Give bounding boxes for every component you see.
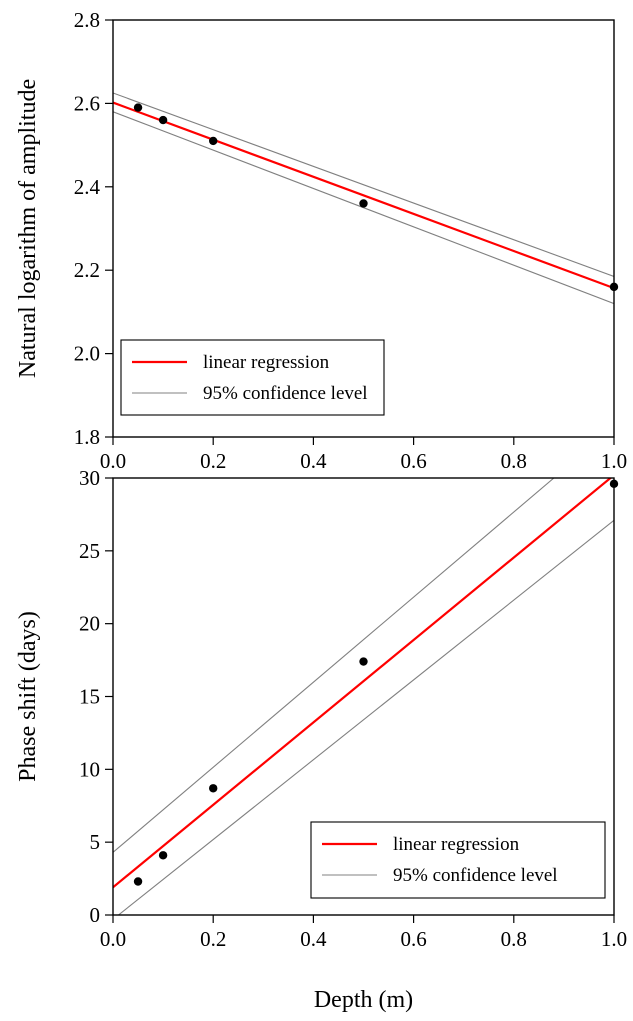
y-tick-label: 5 [90, 830, 101, 854]
y-tick-label: 2.8 [74, 8, 100, 32]
y-tick-label: 1.8 [74, 425, 100, 449]
regression-line [113, 478, 613, 889]
data-point [133, 103, 143, 112]
legend-box [120, 339, 385, 416]
data-point [209, 136, 218, 146]
legend-label: linear regression [203, 352, 330, 373]
x-tick-label: 0.4 [300, 449, 327, 473]
regression-line [113, 101, 614, 290]
data-point [209, 784, 218, 793]
data-point [359, 199, 368, 208]
amplitude-panel: 0.0 0.2 0.4 0.6 0.8 1.0 1.8 2.0 2.2 2.4 2.6 2.8 Natu… [15, 8, 627, 473]
x-tick-label: 1.0 [601, 449, 627, 473]
legend-label: 95% confidence level [393, 865, 558, 886]
x-tick-label: 0.8 [501, 927, 527, 951]
data-point [158, 851, 168, 860]
legend-label: linear regression [393, 834, 520, 855]
y-tick-label: 10 [79, 757, 100, 781]
x-tick-label: 0.0 [100, 927, 126, 951]
confidence-line-upper [113, 478, 555, 853]
y-tick-label: 2.4 [74, 175, 101, 199]
y-tick-label: 30 [79, 466, 100, 490]
plot-frame [112, 19, 615, 438]
data-point [158, 115, 168, 125]
confidence-line-lower [117, 519, 614, 915]
x-tick-label: 0.6 [400, 449, 426, 473]
x-tick-label: 0.8 [501, 449, 527, 473]
y-tick-label: 2.0 [74, 342, 100, 366]
y-axis-title: Phase shift (days) [15, 611, 41, 782]
y-tick-label: 0 [90, 903, 101, 927]
legend-box [310, 821, 606, 899]
x-tick-label: 0.0 [100, 449, 126, 473]
phase-shift-panel: 0.0 0.2 0.4 0.6 0.8 1.0 0 5 10 15 20 25 30 Phase shif… [15, 466, 627, 1013]
y-tick-label: 15 [79, 685, 100, 709]
y-axis-title: Natural logarithm of amplitude [15, 79, 41, 378]
y-tick-label: 2.2 [74, 258, 100, 282]
data-point [359, 657, 368, 666]
x-tick-label: 0.4 [300, 927, 327, 951]
x-tick-label: 0.2 [200, 449, 226, 473]
x-tick-label: 1.0 [601, 927, 627, 951]
y-tick-label: 20 [79, 612, 100, 636]
confidence-line-upper [113, 92, 614, 277]
x-tick-label: 0.6 [400, 927, 426, 951]
y-tick-label: 25 [79, 539, 100, 563]
x-tick-label: 0.2 [200, 927, 226, 951]
y-tick-label: 2.6 [74, 91, 100, 115]
data-point [133, 877, 143, 886]
x-axis-title: Depth (m) [314, 987, 413, 1013]
legend-label: 95% confidence level [203, 383, 368, 404]
